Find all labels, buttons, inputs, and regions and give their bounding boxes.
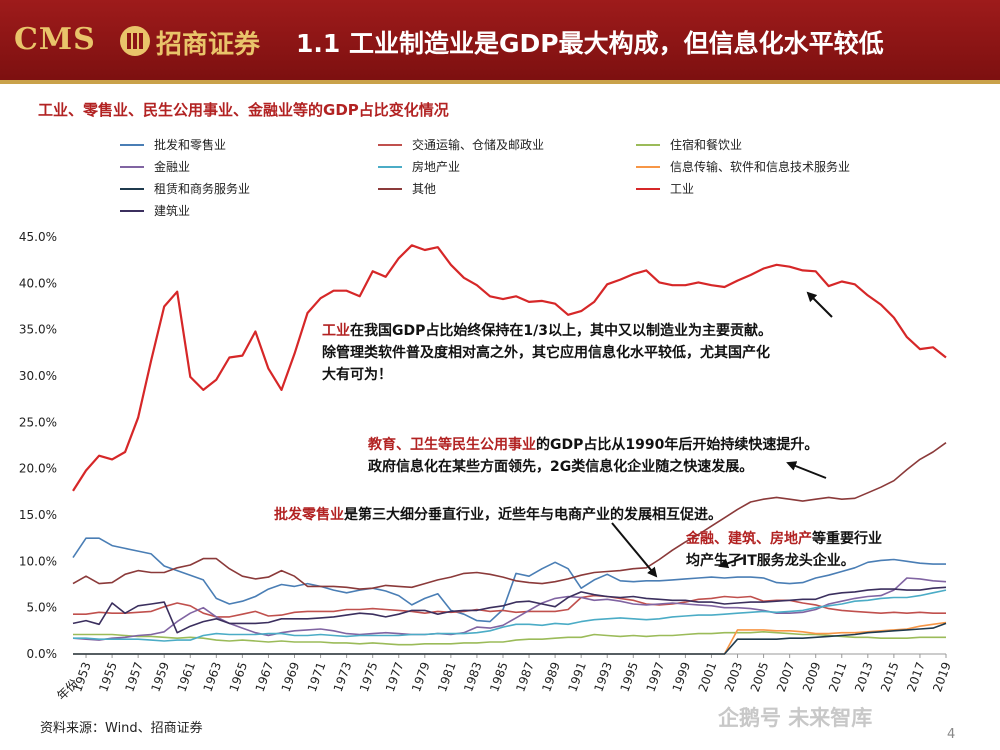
y-tick-label: 0.0% [27,647,58,661]
x-tick-label: 1967 [253,660,277,693]
x-tick-label: 1993 [591,660,615,693]
cms-logo-icon [120,26,150,56]
annotation-finance-text: 等重要行业 [812,531,882,547]
slide-title: 1.1 工业制造业是GDP最大构成，但信息化水平较低 [296,29,884,58]
series-line-7 [72,442,947,590]
logo-text: CMS [14,22,96,57]
x-tick-label: 1957 [122,660,146,693]
annotation-industry-line2: 除管理类软件普及度相对高之外，其它应用信息化水平较低，尤其国产化 [322,345,770,361]
x-tick-label: 1963 [201,660,225,693]
annotation-finance-line2: 均产生了IT服务龙头企业。 [686,553,855,569]
x-tick-label: 1959 [148,660,172,693]
legend-label: 住宿和餐饮业 [670,137,742,152]
x-tick-label: 1999 [670,660,694,693]
legend-label: 交通运输、仓储及邮政业 [412,137,544,152]
y-tick-label: 20.0% [19,462,57,476]
series-line-1 [73,594,946,618]
x-tick-label: 1979 [409,660,433,693]
x-tick-label: 1995 [617,660,641,693]
x-tick-label: 2001 [696,660,720,693]
x-tick-label: 1975 [357,660,381,693]
series-line-2 [73,631,946,646]
series-line-9 [72,586,947,634]
header-bar [0,0,1000,80]
series-line-3 [72,577,947,641]
annotation-arrow-0 [806,291,833,318]
annotation-arrow-3 [718,557,744,569]
legend-label: 房地产业 [412,159,460,174]
annotation-public-highlight: 教育、卫生等民生公用事业 [368,437,536,453]
y-tick-label: 45.0% [19,230,57,244]
series-line-8 [72,244,947,492]
x-tick-label: 2013 [852,660,876,693]
series-line-4 [73,589,947,642]
annotation-public: 教育、卫生等民生公用事业的GDP占比从1990年后开始持续快速提升。 政府信息化… [368,434,898,478]
source-note: 资料来源：Wind、招商证券 [40,721,203,736]
x-tick-label: 2011 [826,660,850,693]
x-tick-label: 1981 [435,660,459,693]
x-tick-label: 1991 [565,660,589,693]
annotation-arrows [611,291,833,578]
x-tick-label: 1965 [227,660,251,693]
y-tick-label: 15.0% [19,508,57,522]
annotation-retail: 批发零售业是第三大细分垂直行业，近些年与电商产业的发展相互促进。 [274,504,814,526]
x-tick-label: 1989 [539,660,563,693]
annotation-industry-line3: 大有可为！ [322,367,392,383]
header-divider [0,80,1000,84]
x-tick-label: 1971 [305,660,329,693]
x-tick-label: 2015 [878,660,902,693]
y-tick-label: 35.0% [19,323,57,337]
annotation-finance-highlight: 金融、建筑、房地产 [686,531,812,547]
annotation-retail-highlight: 批发零售业 [274,507,344,523]
x-tick-label: 1983 [461,660,485,693]
x-tick-label: 1961 [174,660,198,693]
y-tick-label: 40.0% [19,276,57,290]
x-tick-label: 1955 [96,660,120,693]
annotation-industry-highlight: 工业 [322,323,350,339]
page-number: 4 [947,727,956,742]
x-tick-label: 2017 [904,660,928,693]
chart-title: 工业、零售业、民生公用事业、金融业等的GDP占比变化情况 [38,101,449,119]
y-tick-label: 10.0% [19,554,57,568]
annotation-retail-text: 是第三大细分垂直行业，近些年与电商产业的发展相互促进。 [344,507,722,523]
watermark: 企鹅号 未来智库 [718,706,873,730]
legend-label: 金融业 [154,159,190,174]
annotation-arrow-2 [611,522,658,578]
y-tick-label: 25.0% [19,415,57,429]
legend-label: 其他 [412,182,436,196]
series-line-6 [73,622,947,655]
annotation-industry-text: 在我国GDP占比始终保持在1/3以上，其中又以制造业为主要贡献。 [350,323,772,339]
annotation-arrow-1 [786,461,827,479]
annotation-finance: 金融、建筑、房地产等重要行业 均产生了IT服务龙头企业。 [686,528,956,572]
x-tick-label: 2007 [774,660,798,693]
series-lines [72,244,947,655]
logo-company-name: 招商证券 [156,30,261,60]
x-tick-label: 2005 [748,660,772,693]
x-tick-label: 2009 [800,660,824,693]
y-tick-label: 5.0% [27,601,58,615]
annotation-industry: 工业在我国GDP占比始终保持在1/3以上，其中又以制造业为主要贡献。 除管理类软… [322,320,862,386]
x-tick-label: 1985 [487,660,511,693]
x-tick-label: 1997 [644,660,668,693]
legend-label: 工业 [670,182,694,196]
legend-label: 建筑业 [154,203,190,218]
annotation-public-text: 的GDP占比从1990年后开始持续快速提升。 [536,437,819,453]
legend-label: 信息传输、软件和信息技术服务业 [670,159,850,174]
y-tick-label: 30.0% [19,369,57,383]
x-tick-label: 1969 [279,660,303,693]
x-tick-label: 1987 [513,660,537,693]
x-tick-label: 2019 [930,660,954,693]
x-tick-label: 2003 [722,660,746,693]
x-tick-label: 1953 [70,660,94,693]
annotation-public-line2: 政府信息化在某些方面领先，2G类信息化企业随之快速发展。 [368,459,754,475]
legend-label: 租赁和商务服务业 [154,181,250,196]
legend-label: 批发和零售业 [154,137,226,152]
x-tick-label: 1977 [383,660,407,693]
series-line-0 [72,537,946,623]
x-tick-label: 1973 [331,660,355,693]
